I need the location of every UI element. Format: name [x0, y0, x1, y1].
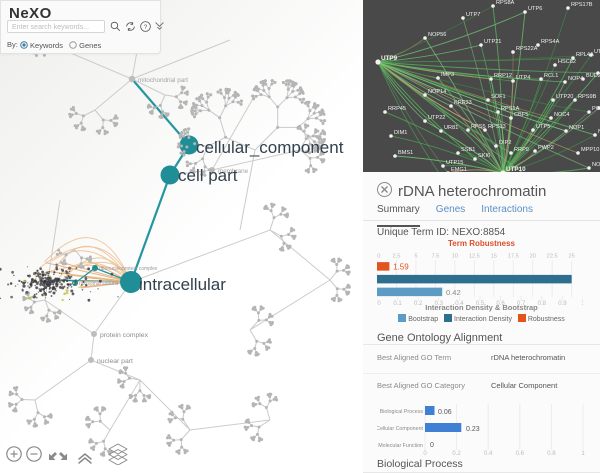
- svg-text:25: 25: [569, 253, 575, 259]
- svg-text:POL5: POL5: [592, 106, 600, 112]
- svg-text:UTP13: UTP13: [594, 49, 600, 55]
- svg-text:RRP9: RRP9: [514, 147, 529, 153]
- svg-text:HSC82: HSC82: [558, 59, 576, 65]
- svg-text:1: 1: [581, 451, 585, 456]
- svg-text:5: 5: [414, 253, 417, 259]
- svg-text:UTP21: UTP21: [484, 39, 501, 45]
- svg-text:PWP2: PWP2: [538, 145, 554, 151]
- svg-text:RPL4A: RPL4A: [576, 52, 594, 58]
- svg-text:UR81: UR81: [444, 125, 458, 131]
- svg-text:20: 20: [530, 253, 536, 259]
- svg-text:UTP15: UTP15: [446, 160, 463, 166]
- svg-text:UTP4: UTP4: [516, 75, 530, 81]
- svg-text:NOP6: NOP6: [592, 162, 600, 168]
- svg-text:12.5: 12.5: [469, 253, 480, 259]
- svg-text:nuclear part: nuclear part: [97, 358, 133, 365]
- svg-text:NOC4: NOC4: [554, 112, 570, 118]
- svg-text:2.5: 2.5: [393, 253, 401, 259]
- svg-text:NOP4: NOP4: [568, 76, 583, 82]
- svg-text:CBF5: CBF5: [514, 112, 528, 118]
- svg-text:UTP20: UTP20: [556, 94, 573, 100]
- svg-text:mitochondrial part: mitochondrial part: [138, 77, 188, 84]
- svg-text:protein complex: protein complex: [100, 332, 149, 339]
- svg-text:0: 0: [377, 253, 380, 259]
- svg-text:SKI6: SKI6: [478, 153, 490, 159]
- svg-text:7.5: 7.5: [431, 253, 439, 259]
- svg-text:0.4: 0.4: [484, 451, 493, 456]
- svg-text:0.6: 0.6: [516, 451, 525, 456]
- svg-text:0.06: 0.06: [438, 409, 452, 416]
- svg-text:RRP45: RRP45: [388, 106, 406, 112]
- svg-text:UTP9: UTP9: [381, 55, 398, 62]
- svg-text:0.2: 0.2: [452, 451, 461, 456]
- svg-text:Cellular Component: Cellular Component: [377, 426, 424, 432]
- svg-text:DIM1: DIM1: [394, 130, 407, 136]
- svg-text:SOF1: SOF1: [491, 94, 506, 100]
- svg-text:RPS4A: RPS4A: [541, 39, 560, 45]
- svg-text:UTP7: UTP7: [466, 12, 480, 18]
- svg-text:10: 10: [452, 253, 458, 259]
- svg-text:BUD21: BUD21: [586, 73, 600, 79]
- svg-text:0: 0: [430, 442, 434, 449]
- svg-text:NOP56: NOP56: [428, 32, 446, 38]
- svg-text:UTP22: UTP22: [428, 115, 445, 121]
- svg-text:0.8: 0.8: [547, 451, 556, 456]
- svg-text:?: ?: [144, 25, 148, 31]
- svg-text:Molecular Function: Molecular Function: [378, 443, 423, 449]
- svg-text:ribonucleoprotein complex: ribonucleoprotein complex: [99, 266, 158, 272]
- svg-text:1.59: 1.59: [393, 263, 409, 272]
- svg-text:ribosomal subunit: ribosomal subunit: [79, 281, 119, 287]
- svg-text:RPS9B: RPS9B: [578, 94, 597, 100]
- svg-text:NOP1: NOP1: [569, 125, 584, 131]
- svg-text:BMS1: BMS1: [398, 150, 413, 156]
- svg-text:15: 15: [491, 253, 497, 259]
- svg-text:0.23: 0.23: [466, 426, 480, 433]
- svg-text:RPS22A: RPS22A: [516, 46, 538, 52]
- svg-text:RCL1: RCL1: [544, 73, 558, 79]
- svg-text:KRE33: KRE33: [454, 100, 472, 106]
- svg-text:Biological Process: Biological Process: [380, 409, 424, 415]
- svg-text:MPP10: MPP10: [581, 147, 599, 153]
- svg-text:17.5: 17.5: [508, 253, 519, 259]
- svg-text:NOP14: NOP14: [428, 89, 446, 95]
- svg-text:IMP3: IMP3: [441, 72, 454, 78]
- svg-text:DIP2: DIP2: [499, 140, 511, 146]
- svg-text:RRP12: RRP12: [494, 73, 512, 79]
- svg-text:RPS13: RPS13: [488, 124, 506, 130]
- svg-text:22.5: 22.5: [547, 253, 558, 259]
- svg-text:0: 0: [423, 451, 427, 456]
- svg-text:UTP5: UTP5: [536, 124, 550, 130]
- svg-text:SSB1: SSB1: [461, 147, 475, 153]
- svg-text:RPS8A: RPS8A: [496, 0, 515, 6]
- svg-text:RPS5: RPS5: [471, 124, 486, 130]
- svg-text:RPS17B: RPS17B: [571, 2, 593, 8]
- svg-text:UTP6: UTP6: [528, 6, 542, 12]
